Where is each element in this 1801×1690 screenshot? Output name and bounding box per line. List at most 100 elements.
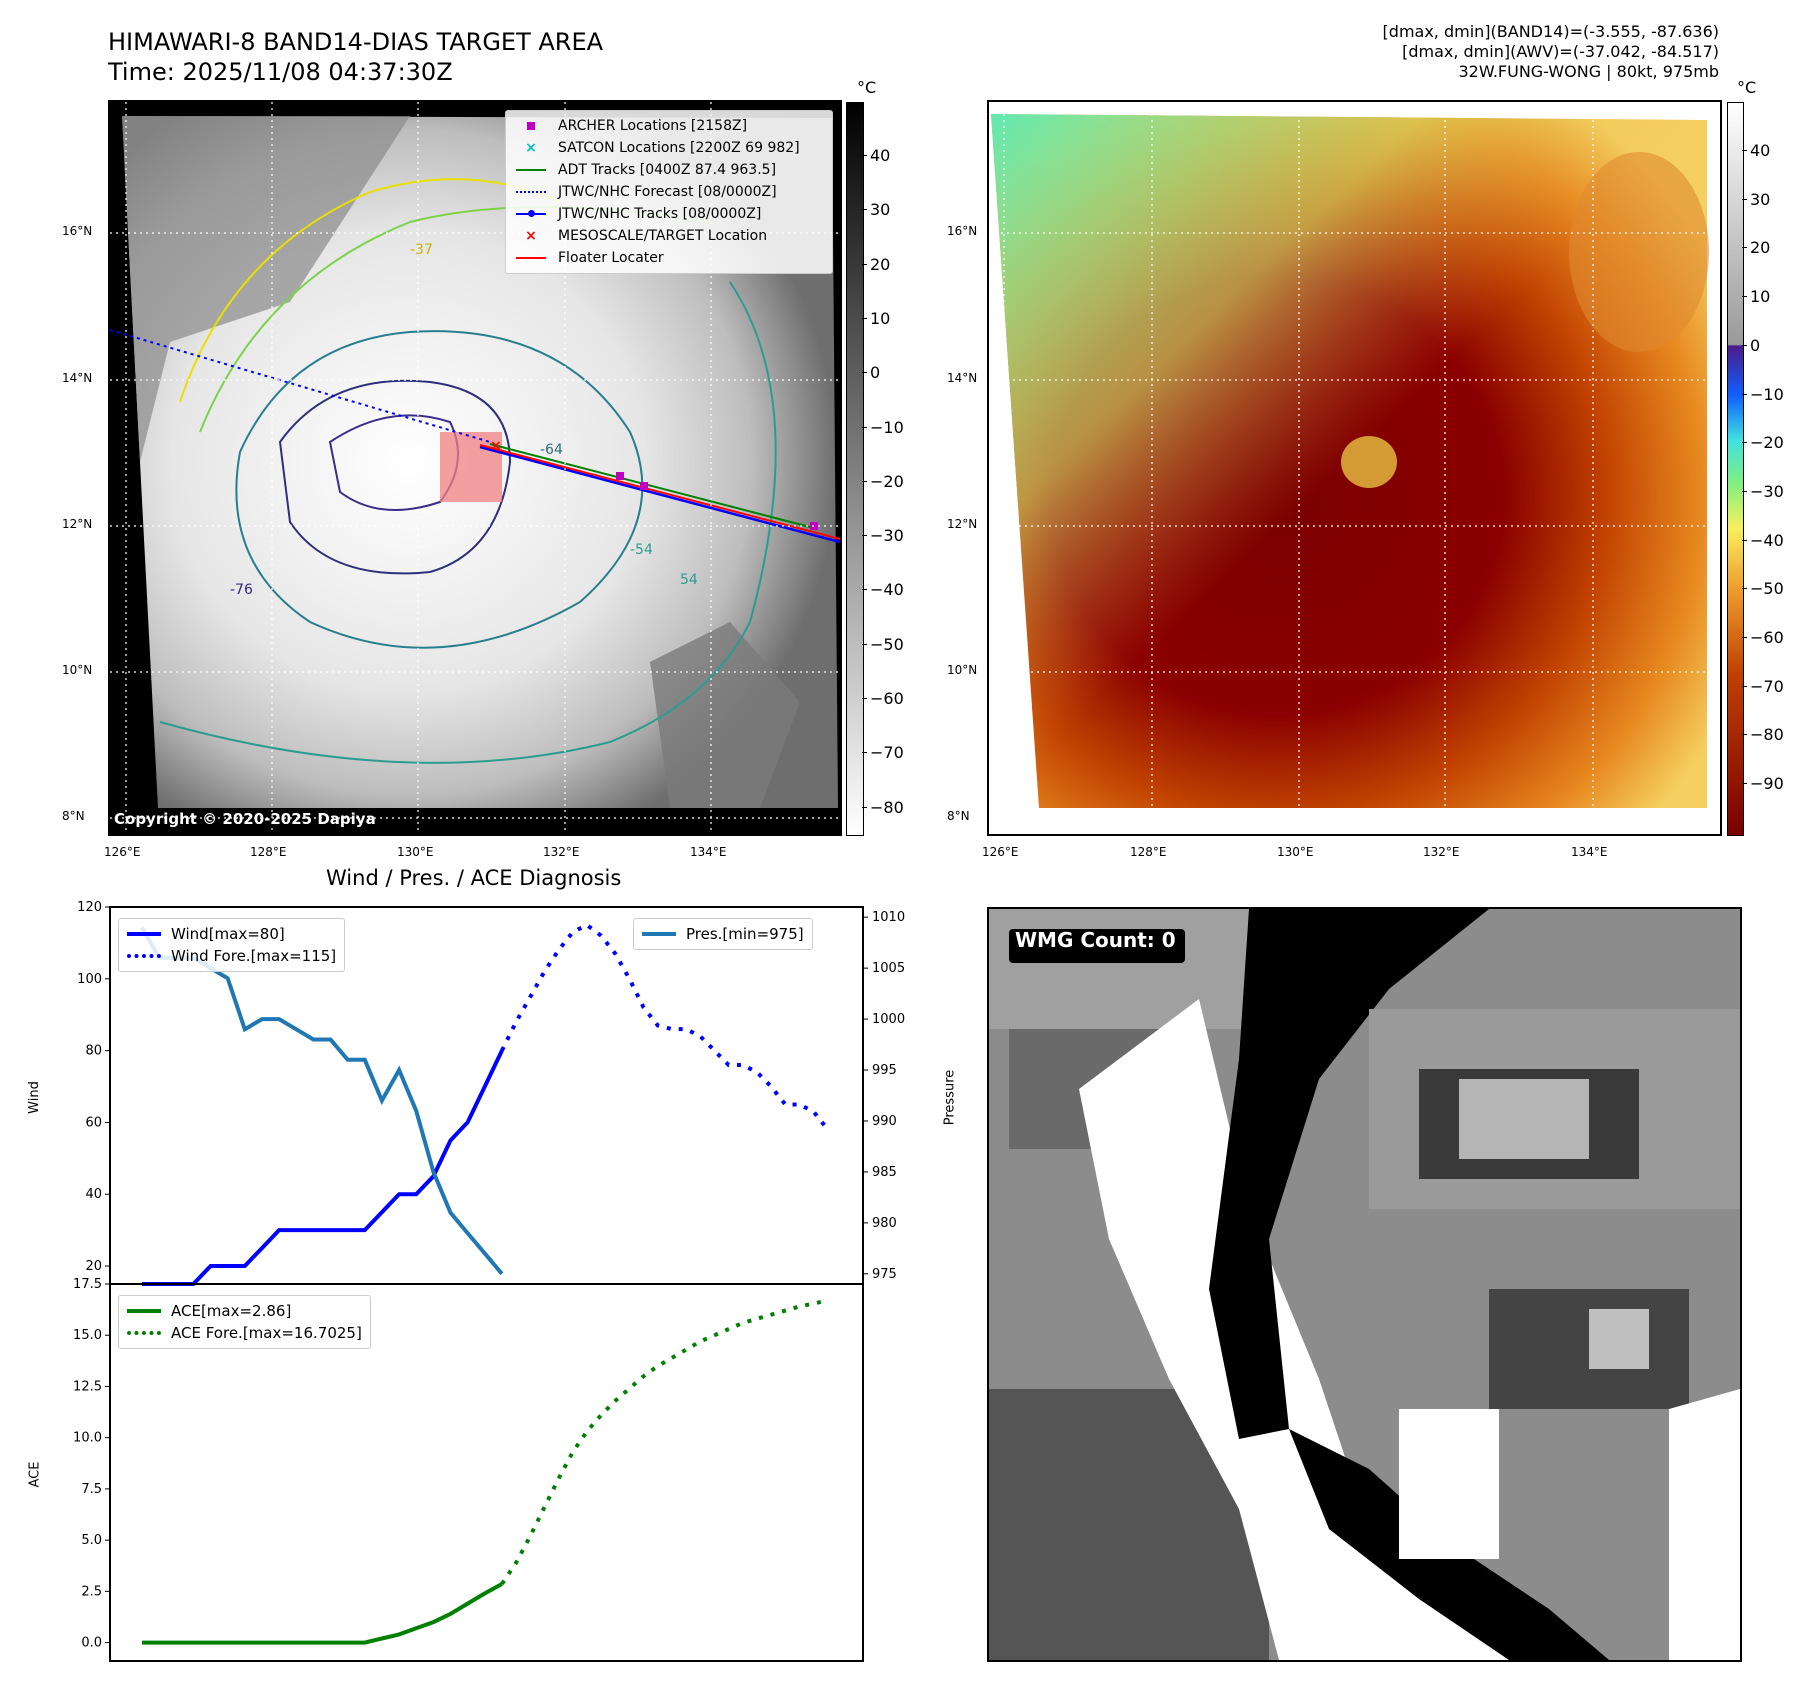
legend-item: × MESOSCALE/TARGET Location: [514, 225, 824, 247]
storm-info: 32W.FUNG-WONG | 80kt, 975mb: [1458, 62, 1719, 81]
series-line-wind: [142, 1049, 504, 1286]
lat-label: 12°N: [62, 517, 93, 531]
y-tick-label: 60: [85, 1115, 102, 1130]
stats-awv: [dmax, dmin](AWV)=(-37.042, -84.517): [1402, 42, 1719, 61]
legend-x-icon: ×: [525, 228, 537, 244]
map-time: Time: 2025/11/08 04:37:30Z: [108, 58, 453, 86]
colorbar-tick: −20: [1742, 433, 1784, 453]
svg-text:×: ×: [490, 438, 502, 454]
awv-map: [987, 100, 1722, 836]
legend-wind-forecast: Wind Fore.[max=115]: [171, 947, 337, 965]
stats-band14: [dmax, dmin](BAND14)=(-3.555, -87.636): [1382, 22, 1719, 41]
band14-colorbar: [846, 102, 864, 836]
wind-legend: Wind[max=80] Wind Fore.[max=115]: [118, 918, 346, 972]
series-line-pres-: [140, 926, 504, 1276]
lat-label: 10°N: [947, 663, 978, 677]
legend-square-icon: [514, 122, 548, 130]
y-tick-label: 0.0: [81, 1636, 102, 1651]
colorbar-unit: °C: [857, 78, 877, 97]
lon-label: 126°E: [104, 845, 141, 859]
ace-axis-label: ACE: [27, 1461, 43, 1488]
colorbar-tick: −20: [862, 471, 904, 491]
colorbar-tick: −70: [1742, 676, 1784, 696]
legend-label: MESOSCALE/TARGET Location: [558, 228, 768, 244]
legend-ace-forecast: ACE Fore.[max=16.7025]: [171, 1324, 362, 1342]
colorbar-tick: 0: [861, 363, 881, 383]
y-tick-label: 17.5: [73, 1277, 102, 1292]
jtwc-forecast-track: [110, 329, 491, 443]
legend-label: JTWC/NHC Forecast [08/0000Z]: [558, 184, 777, 200]
y2-tick-label: 995: [872, 1063, 897, 1078]
colorbar-tick: −70: [862, 743, 904, 763]
legend-ace: ACE[max=2.86]: [171, 1302, 292, 1320]
y2-tick-label: 1005: [872, 961, 905, 976]
adt-track: [489, 443, 811, 528]
legend-line-icon: [514, 257, 548, 259]
plot-frame: [109, 1283, 864, 1662]
legend-pressure: Pres.[min=975]: [686, 925, 804, 943]
awv-imagery: [989, 102, 1720, 834]
copyright: Copyright © 2020-2025 Dapiya: [114, 810, 376, 828]
floater-locater: [479, 444, 840, 540]
colorbar-tick: 0: [1741, 335, 1761, 355]
lon-label: 130°E: [397, 845, 434, 859]
contour-label: -76: [230, 582, 253, 598]
legend-label: SATCON Locations [2200Z 69 982]: [558, 140, 800, 156]
y-tick-label: 40: [85, 1187, 102, 1202]
colorbar-tick: −40: [862, 580, 904, 600]
colorbar-tick: −30: [862, 526, 904, 546]
lat-label: 14°N: [947, 371, 978, 385]
legend-line-dot-icon: [514, 210, 548, 217]
y2-tick-label: 980: [872, 1216, 897, 1231]
colorbar-tick: −30: [1742, 481, 1784, 501]
pressure-axis-label: Pressure: [942, 1069, 958, 1126]
y2-tick-label: 1010: [872, 910, 905, 925]
y2-tick-label: 985: [872, 1165, 897, 1180]
legend-item: × SATCON Locations [2200Z 69 982]: [514, 137, 824, 159]
legend-item: JTWC/NHC Forecast [08/0000Z]: [514, 181, 824, 203]
colorbar-tick: −80: [1742, 725, 1784, 745]
legend-item: ARCHER Locations [2158Z]: [514, 115, 824, 137]
colorbar-tick: −50: [862, 634, 904, 654]
lat-label: 16°N: [62, 224, 93, 238]
colorbar-tick: 20: [861, 254, 891, 274]
legend-label: ADT Tracks [0400Z 87.4 963.5]: [558, 162, 777, 178]
colorbar-tick: 30: [861, 200, 891, 220]
y-tick-label: 15.0: [73, 1328, 102, 1343]
wmg-count-label: WMG Count: 0: [1015, 928, 1176, 952]
legend-x-icon: ×: [525, 140, 537, 156]
lon-label: 130°E: [1277, 845, 1314, 859]
colorbar-tick: −60: [1742, 628, 1784, 647]
y-tick-label: 7.5: [81, 1482, 102, 1497]
colorbar-unit: °C: [1737, 78, 1757, 97]
wind-axis-label: Wind: [26, 1081, 42, 1114]
lat-label: 8°N: [62, 809, 85, 823]
map-title: HIMAWARI-8 BAND14-DIAS TARGET AREA: [108, 28, 604, 56]
colorbar-tick: 20: [1741, 238, 1771, 258]
legend-item: JTWC/NHC Tracks [08/0000Z]: [514, 203, 824, 225]
lon-label: 134°E: [1571, 845, 1608, 859]
contour-label: -64: [540, 442, 563, 458]
colorbar-tick: −40: [1742, 530, 1784, 550]
y-tick-label: 12.5: [73, 1379, 102, 1394]
pressure-legend: Pres.[min=975]: [633, 918, 813, 950]
wmg-imagery: [989, 909, 1740, 1660]
y-tick-label: 20: [85, 1259, 102, 1274]
legend-item: ADT Tracks [0400Z 87.4 963.5]: [514, 159, 824, 181]
contour-label: 54: [680, 572, 698, 588]
colorbar-tick: 30: [1741, 189, 1771, 209]
lon-label: 132°E: [1423, 845, 1460, 859]
lon-label: 126°E: [982, 845, 1019, 859]
lon-label: 128°E: [1130, 845, 1167, 859]
lat-label: 12°N: [947, 517, 978, 531]
contour-label: -37: [410, 242, 433, 258]
legend-item: Floater Locater: [514, 247, 824, 269]
colorbar-tick: −60: [862, 689, 904, 708]
y-tick-label: 2.5: [81, 1584, 102, 1599]
legend-label: Floater Locater: [558, 250, 664, 266]
colorbar-tick: −50: [1742, 579, 1784, 599]
y-tick-label: 10.0: [73, 1431, 102, 1446]
wmg-panel: WMG Count: 0: [987, 907, 1742, 1662]
